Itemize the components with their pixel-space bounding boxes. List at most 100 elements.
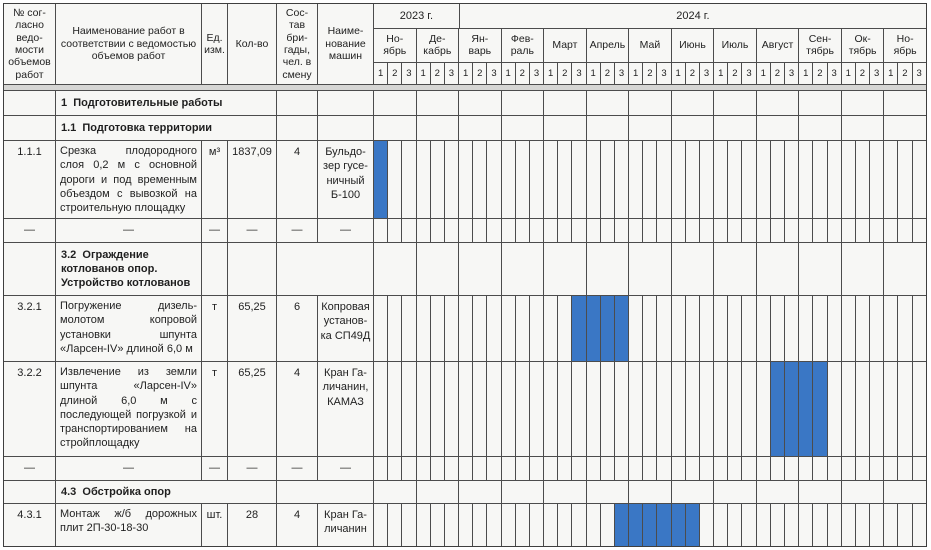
grid-cell <box>714 141 729 218</box>
grid-cell <box>842 481 885 503</box>
col-header-crew: Сос- тав бри- гады, чел. в смену <box>277 4 318 84</box>
grid-cell <box>502 91 545 115</box>
grid-cell <box>742 296 757 361</box>
grid-cell <box>913 296 926 361</box>
cell-dash: — <box>318 457 374 480</box>
grid-cell <box>473 457 488 480</box>
decade-label: 3 <box>445 63 460 84</box>
grid-cell <box>502 141 516 218</box>
grid-cell <box>856 219 871 242</box>
grid-cell <box>558 504 573 546</box>
grid-cell <box>530 457 545 480</box>
month-label-3: Ян- варь <box>459 29 502 62</box>
grid-cell <box>700 219 715 242</box>
grid-cell <box>459 219 474 242</box>
grid-cell <box>898 296 913 361</box>
grid-cell <box>757 362 771 456</box>
months-band: Но- ябрь Де- кабрь Ян- варь Фев- раль Март Ап… <box>374 29 926 63</box>
grid-cell <box>799 141 814 218</box>
grid-cell <box>672 219 686 242</box>
grid-cell <box>473 219 488 242</box>
grid-cell <box>842 296 856 361</box>
grid-cell <box>884 91 926 115</box>
grid-cell <box>572 219 587 242</box>
section-title: 3.2 Ограждение котлованов опор. Устройст… <box>56 243 202 295</box>
grid-cell <box>544 457 559 480</box>
decade-label: 1 <box>757 63 771 84</box>
grid-cell <box>700 362 715 456</box>
grid-cell <box>657 296 672 361</box>
grid-cell <box>742 457 757 480</box>
grid-cell <box>828 362 842 456</box>
cell-dash: — <box>228 457 277 480</box>
header-separator-band <box>4 84 926 91</box>
grid-cell <box>742 141 757 218</box>
grid-cell <box>558 141 573 218</box>
grid-cell <box>544 243 587 295</box>
grid-cell <box>601 504 615 546</box>
decade-label: 2 <box>643 63 658 84</box>
cell-empty-merged <box>277 481 374 503</box>
grid-cell <box>587 141 601 218</box>
grid-cell <box>813 504 828 546</box>
grid-cell <box>686 296 700 361</box>
grid-cell <box>587 457 601 480</box>
grid-cell <box>842 243 885 295</box>
grid-cell <box>572 296 587 361</box>
years-band: 2023 г. 2024 г. <box>374 4 926 29</box>
grid-cell <box>629 504 644 546</box>
cell-unit: т <box>202 362 228 456</box>
grid-cell <box>544 91 587 115</box>
cell-dash: — <box>56 457 202 480</box>
grid-cell <box>615 141 630 218</box>
grid-cell <box>643 219 658 242</box>
decade-label: 2 <box>516 63 530 84</box>
month-label-2: Де- кабрь <box>417 29 460 62</box>
grid-cell <box>913 219 926 242</box>
grid-cell <box>459 504 474 546</box>
grid-cell <box>417 116 460 140</box>
grid-cell <box>417 141 431 218</box>
grid-cell <box>587 296 601 361</box>
grid-cell <box>629 243 672 295</box>
grid-cell <box>587 481 630 503</box>
grid-cell <box>558 296 573 361</box>
table-row-item: 1.1.1 Срезка плодородного слоя 0,2 м с ос… <box>4 141 926 219</box>
cell-number: 1.1.1 <box>4 141 56 218</box>
grid-cell <box>757 504 771 546</box>
grid-cell <box>884 141 899 218</box>
grid-cell <box>629 91 672 115</box>
grid-cell <box>459 243 502 295</box>
grid-cell <box>530 141 545 218</box>
grid-cell <box>544 504 559 546</box>
grid-cell <box>587 362 601 456</box>
grid-cell <box>771 219 785 242</box>
grid-cell <box>402 219 417 242</box>
grid-cell <box>459 457 474 480</box>
grid-cell <box>700 504 715 546</box>
grid-cell <box>828 457 842 480</box>
decade-label: 1 <box>459 63 474 84</box>
grid-cell <box>728 141 743 218</box>
cell-number: 3.2.2 <box>4 362 56 456</box>
grid-cell <box>643 504 658 546</box>
decade-label: 3 <box>828 63 842 84</box>
grid-cell <box>898 362 913 456</box>
grid-cell <box>785 219 800 242</box>
grid-cell <box>842 457 856 480</box>
grid-cell <box>799 457 814 480</box>
grid-cell <box>884 362 899 456</box>
month-label-12: Ок- тябрь <box>842 29 885 62</box>
grid-cell <box>487 504 502 546</box>
grid-cell <box>558 219 573 242</box>
grid-cell <box>629 296 644 361</box>
cell-work-name: Срезка плодородного слоя 0,2 м с основно… <box>56 141 202 218</box>
grid-cell <box>516 457 530 480</box>
grid-cell <box>374 457 389 480</box>
grid-cell <box>672 362 686 456</box>
grid-cell <box>913 362 926 456</box>
grid-cell <box>686 141 700 218</box>
decade-label: 1 <box>714 63 729 84</box>
grid-cell <box>785 504 800 546</box>
cell-quantity: 65,25 <box>228 296 277 361</box>
